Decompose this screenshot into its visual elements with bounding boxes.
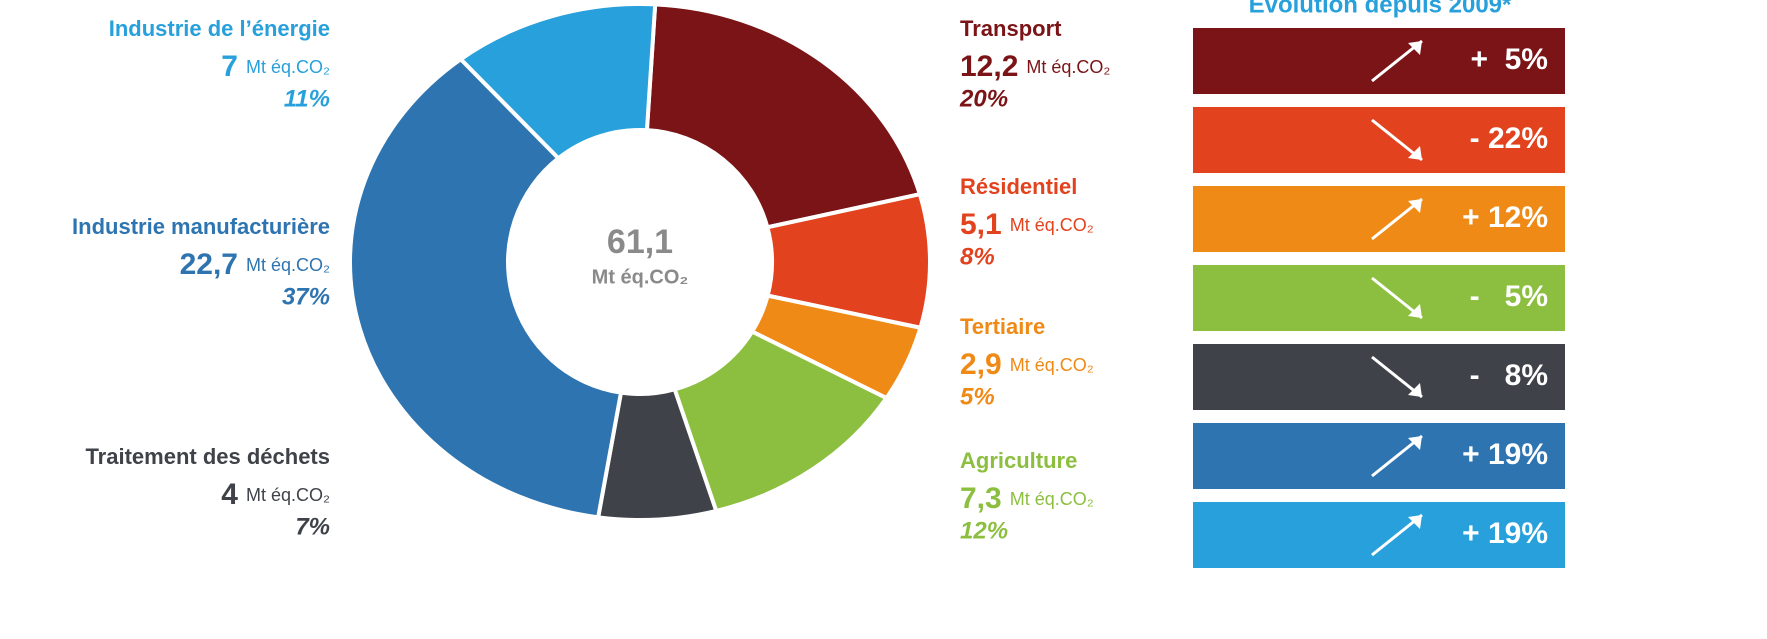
share-label: 11% [284,85,330,112]
value-number: 4 [221,478,238,511]
category-label: Industrie de l’énergie [109,16,330,41]
share-label: 8% [960,243,995,270]
category-label: Traitement des déchets [85,444,330,469]
value-number: 5,1 [960,208,1002,241]
evolution-row [1193,502,1565,568]
value-label: 7,3 Mt éq.CO₂ [960,482,1094,515]
evolution-label: - 8% [1470,359,1548,392]
donut-segment [644,2,923,230]
value-number: 7,3 [960,482,1002,515]
value-unit: Mt éq.CO₂ [246,485,330,505]
arrow-head [1408,304,1422,318]
evolution-row [1193,423,1565,489]
arrow-head [1408,436,1422,450]
category-label: Industrie manufacturière [72,214,330,239]
arrow-head [1408,383,1422,397]
value-unit: Mt éq.CO₂ [246,57,330,77]
arrow-head [1408,41,1422,55]
value-label: 7 Mt éq.CO₂ [221,50,330,83]
evolution-label: + 12% [1462,201,1548,234]
value-unit: Mt éq.CO₂ [1010,355,1094,375]
evolution-label: + 19% [1462,517,1548,550]
category-label: Agriculture [960,448,1077,473]
share-label: 20% [959,85,1008,112]
value-number: 7 [221,50,238,83]
evolution-row [1193,186,1565,252]
evolution-label: + 19% [1462,438,1548,471]
evolution-label: + 5% [1470,43,1548,76]
share-label: 12% [960,517,1008,544]
category-label: Tertiaire [960,314,1045,339]
value-label: 12,2 Mt éq.CO₂ [960,50,1110,83]
value-unit: Mt éq.CO₂ [1010,215,1094,235]
evolution-title: Evolution depuis 2009* [1249,0,1512,18]
evolution-row [1193,265,1565,331]
evolution-row [1193,28,1565,94]
arrow-head [1408,199,1422,213]
category-label: Transport [960,16,1062,41]
value-number: 22,7 [180,248,238,281]
evolution-row [1193,107,1565,173]
evolution-label: - 5% [1470,280,1548,313]
value-unit: Mt éq.CO₂ [1010,489,1094,509]
value-label: 4 Mt éq.CO₂ [221,478,330,511]
evolution-row [1193,344,1565,410]
value-label: 5,1 Mt éq.CO₂ [960,208,1094,241]
donut-segment [348,56,624,520]
donut-segment [672,329,890,514]
total-unit: Mt éq.CO₂ [592,266,689,288]
value-number: 2,9 [960,348,1002,381]
value-label: 22,7 Mt éq.CO₂ [180,248,330,281]
share-label: 37% [282,283,330,310]
share-label: 7% [295,513,330,540]
arrow-head [1408,146,1422,160]
arrow-head [1408,515,1422,529]
category-label: Résidentiel [960,174,1077,199]
total-value: 61,1 [607,223,673,261]
value-label: 2,9 Mt éq.CO₂ [960,348,1094,381]
value-unit: Mt éq.CO₂ [246,255,330,275]
value-unit: Mt éq.CO₂ [1026,57,1110,77]
value-number: 12,2 [960,50,1018,83]
donut-segment [457,2,658,161]
share-label: 5% [960,383,995,410]
evolution-label: - 22% [1470,122,1548,155]
